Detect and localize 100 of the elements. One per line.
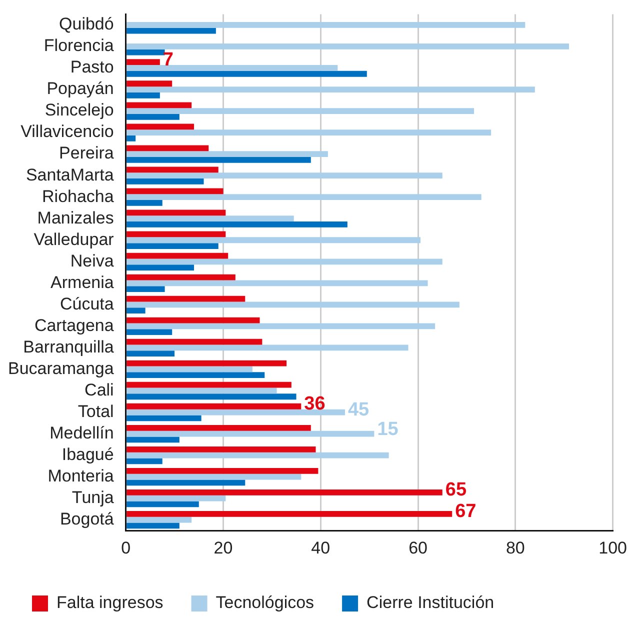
bar [126, 92, 160, 98]
y-tick-label: Manizales [37, 208, 114, 228]
bar [126, 166, 218, 173]
bar [126, 388, 277, 394]
data-label: 67 [455, 501, 476, 522]
bar [126, 108, 474, 114]
y-tick-label: Cúcuta [60, 294, 114, 314]
bar [126, 264, 194, 270]
y-tick-label: Medellín [50, 423, 114, 442]
bar [126, 28, 216, 34]
bar [126, 403, 302, 410]
bar [126, 135, 136, 142]
y-tick-label: Barranquilla [23, 337, 114, 356]
x-tick-label: 60 [408, 538, 428, 558]
bar [126, 172, 442, 179]
bar [126, 344, 408, 351]
bar [126, 145, 209, 152]
bar [126, 258, 442, 265]
x-tick-label: 0 [121, 538, 131, 558]
bar [126, 424, 311, 431]
bar [126, 372, 265, 378]
y-tick-label: Sincelejo [44, 100, 114, 120]
bar [126, 501, 199, 508]
bar [126, 286, 165, 292]
bar [126, 415, 202, 422]
bar [126, 308, 146, 314]
bar [126, 394, 296, 400]
data-label: 36 [304, 394, 326, 415]
bar [126, 70, 367, 77]
y-tick-label: Neiva [70, 251, 114, 270]
y-tick-label: Monteria [48, 466, 114, 486]
bar [126, 49, 165, 56]
bar [126, 338, 262, 345]
data-label: 7 [162, 49, 174, 70]
y-tick-label: Tunja [72, 488, 114, 508]
bar [126, 480, 246, 486]
x-tick-label: 20 [214, 538, 233, 558]
y-tick-label: Total [78, 402, 114, 421]
bar [126, 474, 302, 480]
bar [126, 80, 172, 87]
bar [126, 302, 460, 308]
data-label: 45 [348, 399, 370, 420]
bar [126, 468, 318, 474]
y-tick-label: Cali [84, 380, 114, 400]
bar [126, 436, 180, 443]
bar [126, 317, 260, 324]
x-tick-label: 40 [311, 538, 330, 558]
bar [126, 157, 311, 163]
bar [126, 178, 204, 184]
bar [126, 243, 218, 249]
bar [126, 252, 228, 259]
legend-label: Cierre Institución [366, 593, 494, 612]
bar [126, 151, 328, 157]
bar [126, 59, 160, 66]
bar [126, 22, 526, 28]
bar [126, 200, 162, 206]
y-tick-label: Ibagué [62, 444, 114, 464]
bar [126, 366, 252, 372]
bar [126, 446, 316, 452]
y-tick-label: Pereira [59, 144, 114, 163]
y-tick-label: Popayán [46, 79, 114, 98]
y-tick-label: Pasto [70, 58, 114, 77]
bar [126, 280, 428, 286]
bar [126, 237, 420, 244]
bar [126, 65, 338, 71]
y-tick-label: Bucaramanga [8, 358, 114, 378]
bar [126, 350, 175, 357]
bar [126, 495, 226, 502]
bar [126, 516, 192, 523]
data-label: 65 [445, 480, 467, 501]
bar [126, 360, 287, 366]
bar [126, 194, 482, 200]
bar [126, 86, 535, 92]
y-tick-label: Armenia [50, 272, 114, 292]
bar [126, 231, 226, 238]
bar [126, 323, 436, 330]
bar [126, 296, 246, 302]
legend-label: Tecnológicos [216, 593, 314, 612]
bar [126, 124, 194, 130]
y-tick-label: Bogotá [60, 510, 114, 529]
bar [126, 130, 492, 136]
bar [126, 102, 192, 108]
bar [126, 409, 345, 416]
bar [126, 522, 180, 529]
y-tick-label: Valledupar [34, 230, 114, 249]
y-tick-label: Cartagena [34, 316, 114, 335]
y-tick-label: Quibdó [59, 14, 114, 34]
bar [126, 216, 294, 222]
bar [126, 458, 162, 464]
legend-label: Falta ingresos [56, 593, 164, 612]
bar [126, 511, 452, 517]
bar [126, 430, 374, 437]
bar [126, 210, 226, 216]
bar [126, 114, 180, 120]
bar [126, 274, 236, 280]
y-tick-label: Florencia [44, 36, 114, 56]
y-tick-label: Villavicencio [20, 122, 114, 142]
bar [126, 452, 389, 458]
y-tick-label: SantaMarta [26, 165, 114, 184]
annotation: 15 [377, 419, 399, 440]
